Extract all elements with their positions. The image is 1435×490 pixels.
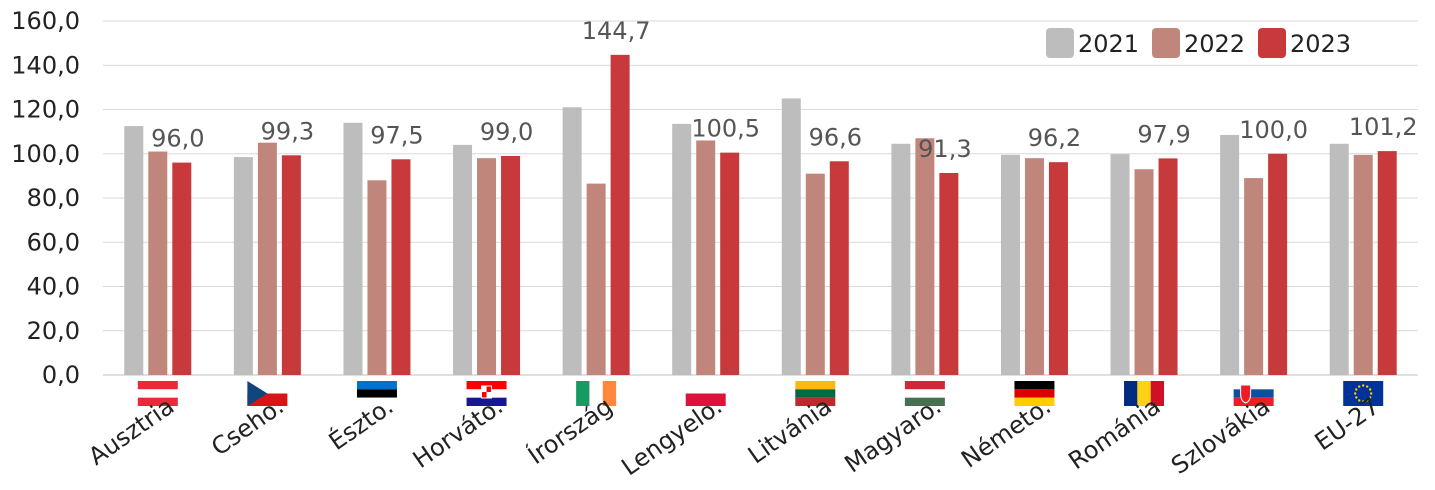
data-label: 101,2	[1349, 113, 1418, 141]
data-label: 96,6	[809, 123, 862, 151]
bar-2021	[124, 126, 144, 375]
bar-2022	[257, 142, 277, 375]
category-label: Szlovákia	[1166, 392, 1275, 480]
bar-2023	[1048, 162, 1068, 375]
bar-2022	[1024, 158, 1044, 375]
y-tick-label: 40,0	[27, 273, 80, 301]
y-tick-label: 0,0	[42, 361, 80, 389]
y-tick-label: 60,0	[27, 228, 80, 256]
bar-2023	[172, 162, 192, 375]
bar-2022	[915, 138, 935, 375]
bar-2023	[391, 159, 411, 375]
bar-2021	[562, 107, 582, 375]
bar-2023	[720, 152, 740, 375]
lithuania-flag	[795, 381, 836, 406]
bar-2023	[1268, 153, 1288, 375]
croatia-flag	[466, 381, 507, 406]
y-tick-label: 20,0	[27, 317, 80, 345]
eu-flag	[1343, 381, 1384, 406]
bars	[124, 54, 1397, 376]
data-label: 96,2	[1028, 124, 1081, 152]
data-label: 99,0	[480, 118, 533, 146]
flags	[137, 381, 1384, 406]
germany-flag	[1014, 381, 1055, 406]
x-axis: Ausztria Cseho. Észto. Horváto. ÍrországLeng…	[83, 391, 1384, 481]
bar-2022	[148, 151, 168, 375]
y-axis: 0,0 20,0 40,0 60,0 80,0 100,0 120,0 140,0 160,0	[11, 7, 80, 389]
data-label: 100,0	[1239, 116, 1308, 144]
bar-2021	[781, 98, 801, 375]
estonia-flag	[356, 381, 397, 406]
bar-2023	[1377, 151, 1397, 375]
category-label: Németo.	[956, 392, 1056, 474]
legend-label: 2023	[1290, 30, 1351, 58]
bar-2021	[1220, 134, 1240, 375]
bar-2022	[1134, 169, 1154, 375]
y-tick-label: 80,0	[27, 184, 80, 212]
poland-flag	[685, 381, 726, 406]
data-label: 96,0	[151, 125, 204, 153]
bar-2022	[1353, 154, 1373, 375]
legend-swatch	[1152, 28, 1180, 58]
hungary-flag	[904, 381, 945, 406]
bar-2021	[891, 143, 911, 375]
category-label: Írország	[522, 391, 617, 470]
bar-2023	[939, 172, 959, 375]
bar-2022	[477, 158, 497, 375]
bar-2021	[1000, 154, 1020, 375]
legend-swatch	[1046, 28, 1074, 58]
category-label: Románia	[1063, 392, 1165, 475]
legend-label: 2022	[1184, 30, 1245, 58]
data-labels: 96,0 99,3 97,5 99,0 144,7 100,5 96,6 91,3 96,2 97…	[151, 17, 1417, 163]
bar-2021	[672, 123, 692, 375]
y-tick-label: 160,0	[11, 7, 80, 35]
bar-2022	[696, 140, 716, 375]
bar-2022	[586, 183, 606, 375]
bar-2021	[233, 157, 253, 375]
legend-swatch	[1258, 28, 1286, 58]
data-label: 97,9	[1137, 120, 1190, 148]
data-label: 91,3	[918, 135, 971, 163]
bar-2023	[281, 155, 301, 375]
bar-2021	[1110, 154, 1130, 375]
data-label: 100,5	[691, 115, 760, 143]
bar-2021	[343, 122, 363, 376]
bar-2023	[501, 155, 521, 375]
bar-2021	[1329, 143, 1349, 375]
data-label: 144,7	[582, 17, 651, 45]
austria-flag	[137, 381, 178, 406]
y-tick-label: 120,0	[11, 96, 80, 124]
y-tick-label: 140,0	[11, 51, 80, 79]
category-label: Ausztria	[83, 392, 179, 471]
romania-flag	[1124, 381, 1165, 406]
data-label: 97,5	[370, 121, 423, 149]
category-label: Litvánia	[743, 392, 837, 469]
category-label: Lengyelo.	[616, 392, 727, 481]
ireland-flag	[576, 381, 617, 406]
category-label: Horváto.	[408, 392, 508, 474]
czechia-flag	[247, 381, 288, 406]
bar-2023	[1158, 158, 1178, 375]
bar-2022	[367, 180, 387, 375]
gridlines	[103, 20, 1418, 376]
category-label: Magyaro.	[839, 392, 946, 478]
y-tick-label: 100,0	[11, 140, 80, 168]
data-label: 99,3	[261, 117, 314, 145]
slovakia-flag	[1233, 381, 1274, 406]
bar-2021	[453, 144, 473, 375]
legend: 2021 2022 2023	[1046, 28, 1351, 58]
bar-2022	[805, 173, 825, 375]
bar-2023	[829, 161, 849, 375]
bar-2023	[610, 54, 630, 375]
bar-2022	[1244, 178, 1264, 375]
legend-label: 2021	[1078, 30, 1139, 58]
